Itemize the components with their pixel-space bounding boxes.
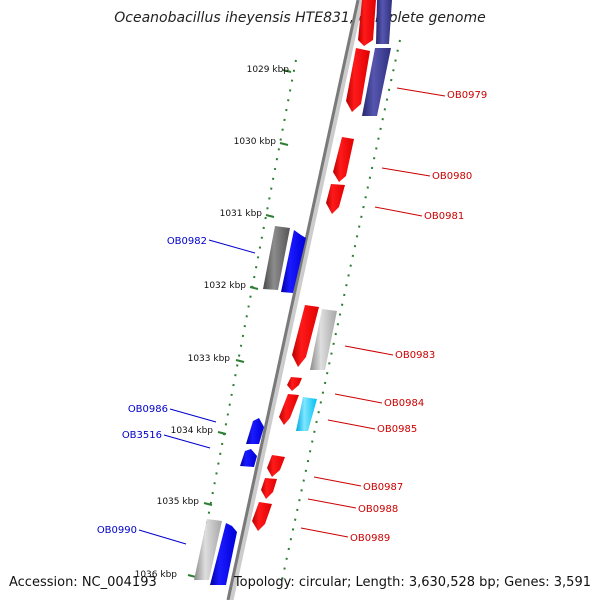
topology-text: Topology: circular; Length: 3,630,528 bp… (233, 575, 591, 590)
right-tick-track (281, 39, 401, 581)
kbp-label: 1029 kbp (247, 65, 290, 75)
gene-label-ob0980[interactable]: OB0980 (432, 171, 472, 182)
leader-ob0982 (208, 239, 256, 254)
gene-label-ob0982[interactable]: OB0982 (167, 236, 207, 247)
leader-ob0985 (327, 419, 376, 430)
leader-ob0980 (381, 167, 431, 177)
kbp-label: 1033 kbp (188, 354, 231, 364)
genome-backbone (226, 0, 360, 600)
leader-ob3516 (163, 434, 211, 449)
gene-label-ob0987[interactable]: OB0987 (363, 482, 403, 493)
gene-feature-ob0986[interactable] (246, 418, 264, 444)
leader-ob0979 (396, 87, 446, 97)
right-label-leaders (300, 87, 446, 538)
gene-feature-ob0982[interactable] (281, 230, 306, 293)
gene-feature-ob0989[interactable] (252, 502, 272, 531)
kbp-tick (203, 502, 213, 506)
gene-label-ob0984[interactable]: OB0984 (384, 398, 424, 409)
gene-label-ob0988[interactable]: OB0988 (358, 504, 398, 515)
gene-feature-ob0990[interactable] (210, 523, 237, 585)
gray-feature-ob0990 (194, 519, 222, 580)
gene-feature-ob0987[interactable] (267, 455, 285, 477)
kbp-label: 1032 kbp (204, 281, 247, 291)
kbp-tick (235, 359, 245, 363)
gene-label-ob0983[interactable]: OB0983 (395, 350, 435, 361)
gene-feature-ob0988[interactable] (261, 478, 277, 499)
gene-feature-ob0980[interactable] (333, 137, 354, 182)
kbp-tick (265, 214, 275, 218)
leader-ob0983 (344, 345, 394, 356)
leader-ob0987 (313, 476, 362, 487)
kbp-label: 1035 kbp (157, 497, 200, 507)
dark-feature-ob0982 (263, 226, 290, 290)
gray-feature-ob0983 (310, 309, 337, 370)
gene-label-ob0979[interactable]: OB0979 (447, 90, 487, 101)
gene-feature-ob0979[interactable] (346, 48, 370, 112)
genome-title: Oceanobacillus iheyensis HTE831, complet… (114, 10, 485, 26)
leader-ob0989 (300, 527, 349, 538)
kbp-tick (282, 69, 292, 73)
gene-feature-ob3516[interactable] (240, 449, 257, 467)
kbp-tick (217, 431, 227, 435)
leader-ob0988 (307, 498, 357, 509)
kbp-tick (279, 142, 289, 146)
gene-label-ob0985[interactable]: OB0985 (377, 424, 417, 435)
navy-feature (362, 48, 391, 116)
gene-feature-ob0981[interactable] (326, 184, 345, 214)
gene-feature-ob0979-upper[interactable] (358, 0, 376, 46)
leader-ob0981 (374, 206, 423, 217)
accession-text: Accession: NC_004193 (9, 575, 157, 590)
navy-feature-upper (376, 0, 392, 44)
leader-ob0990 (138, 529, 187, 545)
leader-ob0986 (169, 408, 217, 423)
kbp-tick (187, 574, 197, 578)
gene-feature-ob0985[interactable] (279, 394, 299, 425)
kbp-label: 1031 kbp (220, 209, 263, 219)
kbp-tick (249, 286, 259, 290)
kbp-ticks (187, 69, 292, 578)
kbp-label: 1036 kbp (135, 570, 178, 580)
left-label-leaders (138, 239, 256, 545)
genome-backbone-shadow (228, 0, 364, 600)
gene-label-ob3516[interactable]: OB3516 (122, 430, 162, 441)
kbp-label: 1034 kbp (171, 426, 214, 436)
gene-feature-ob0983[interactable] (292, 305, 319, 367)
gene-label-ob0986[interactable]: OB0986 (128, 404, 168, 415)
left-tick-track (195, 59, 297, 581)
kbp-label: 1030 kbp (234, 137, 277, 147)
leader-ob0984 (334, 393, 383, 404)
gene-label-ob0989[interactable]: OB0989 (350, 533, 390, 544)
gene-label-ob0990[interactable]: OB0990 (97, 525, 137, 536)
gene-label-ob0981[interactable]: OB0981 (424, 211, 464, 222)
gene-feature-ob0984[interactable] (287, 377, 302, 391)
cyan-feature-ob0985 (296, 397, 317, 431)
